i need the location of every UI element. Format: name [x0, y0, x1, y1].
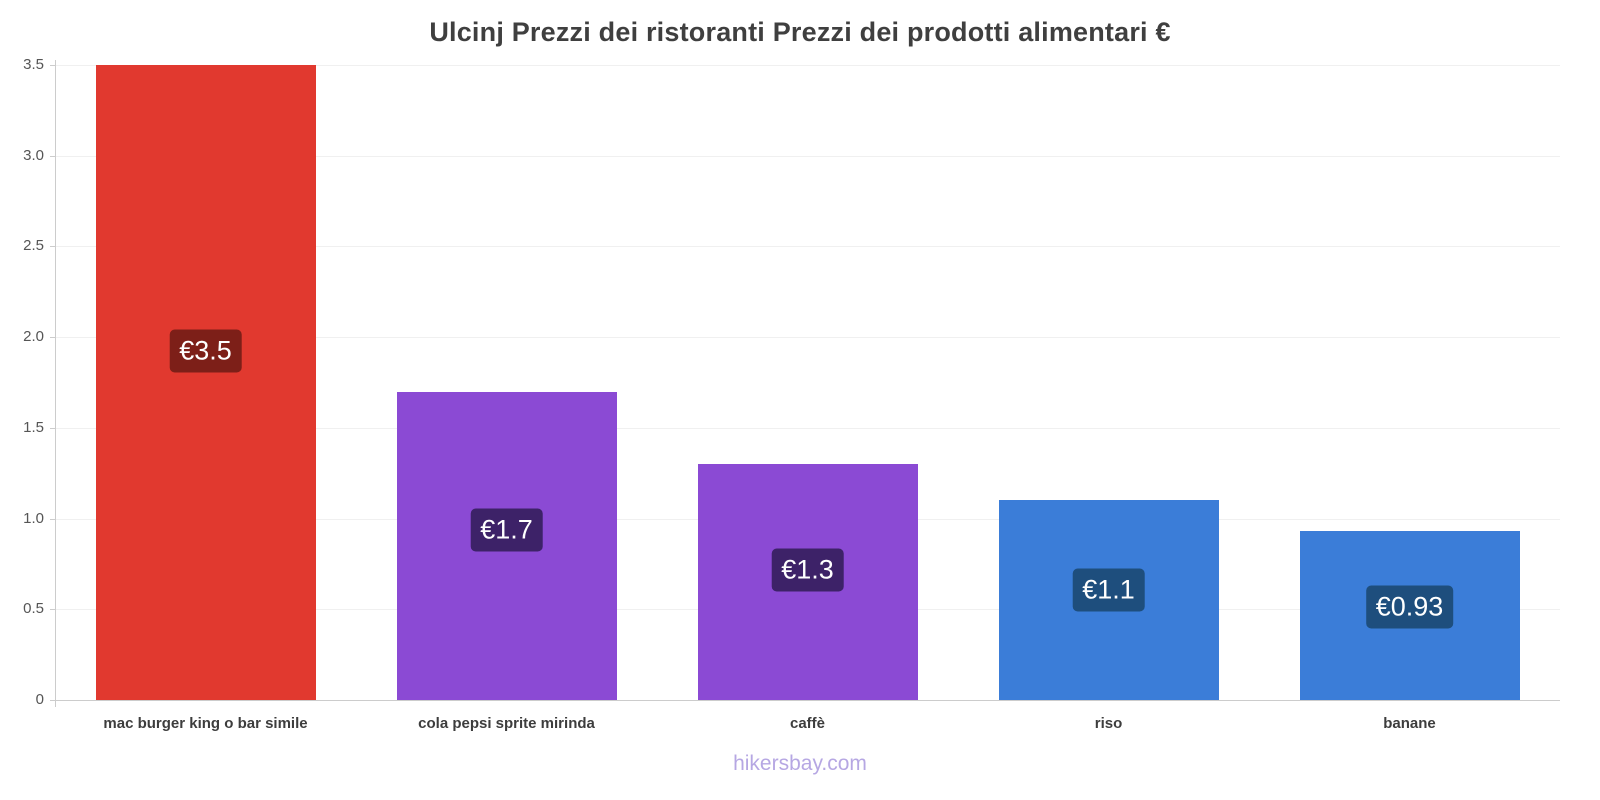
y-tick-label: 1.0 [23, 509, 44, 527]
y-tick-mark [50, 337, 56, 339]
y-tick-label: 0 [35, 691, 44, 708]
gridline [55, 337, 1560, 339]
y-tick-mark [50, 427, 56, 429]
gridline [55, 246, 1560, 248]
gridline [55, 427, 1560, 429]
x-axis-line [55, 700, 1560, 701]
gridline [55, 65, 1560, 66]
chart-title: Ulcinj Prezzi dei ristoranti Prezzi dei … [429, 17, 1171, 47]
bar-value-label: €3.5 [169, 329, 242, 373]
bar-value-label: €0.93 [1365, 585, 1454, 629]
y-tick-mark [50, 609, 56, 611]
y-tick-label: 3.0 [23, 146, 44, 164]
footer-watermark: hikersbay.com [733, 752, 867, 775]
y-tick-label: 1.5 [23, 418, 44, 436]
y-tick-mark [50, 65, 56, 66]
bar-value-label: €1.1 [1072, 568, 1145, 612]
x-category-label: caffè [789, 715, 826, 732]
y-tick-mark [50, 246, 56, 248]
plot-area: €3.5 €1.7 €1.3 €1.1 €0.93 [55, 65, 1560, 700]
x-category-label: riso [1094, 715, 1123, 732]
bar-value-label: €1.7 [470, 508, 543, 552]
x-category-label: banane [1383, 715, 1436, 732]
y-tick-label: 2.0 [23, 328, 44, 346]
y-tick-label: 3.5 [23, 56, 44, 73]
y-tick-mark [50, 155, 56, 157]
y-tick-label: 0.5 [23, 600, 44, 618]
x-axis-tick [55, 700, 56, 707]
gridline [55, 155, 1560, 157]
x-category-label: cola pepsi sprite mirinda [418, 715, 595, 732]
y-tick-label: 2.5 [23, 237, 44, 255]
bar [95, 65, 316, 700]
y-tick-mark [50, 518, 56, 520]
bar-value-label: €1.3 [771, 548, 844, 592]
x-category-label: mac burger king o bar simile [103, 715, 308, 732]
y-tick-mark [50, 700, 56, 701]
y-axis-line [55, 60, 56, 701]
